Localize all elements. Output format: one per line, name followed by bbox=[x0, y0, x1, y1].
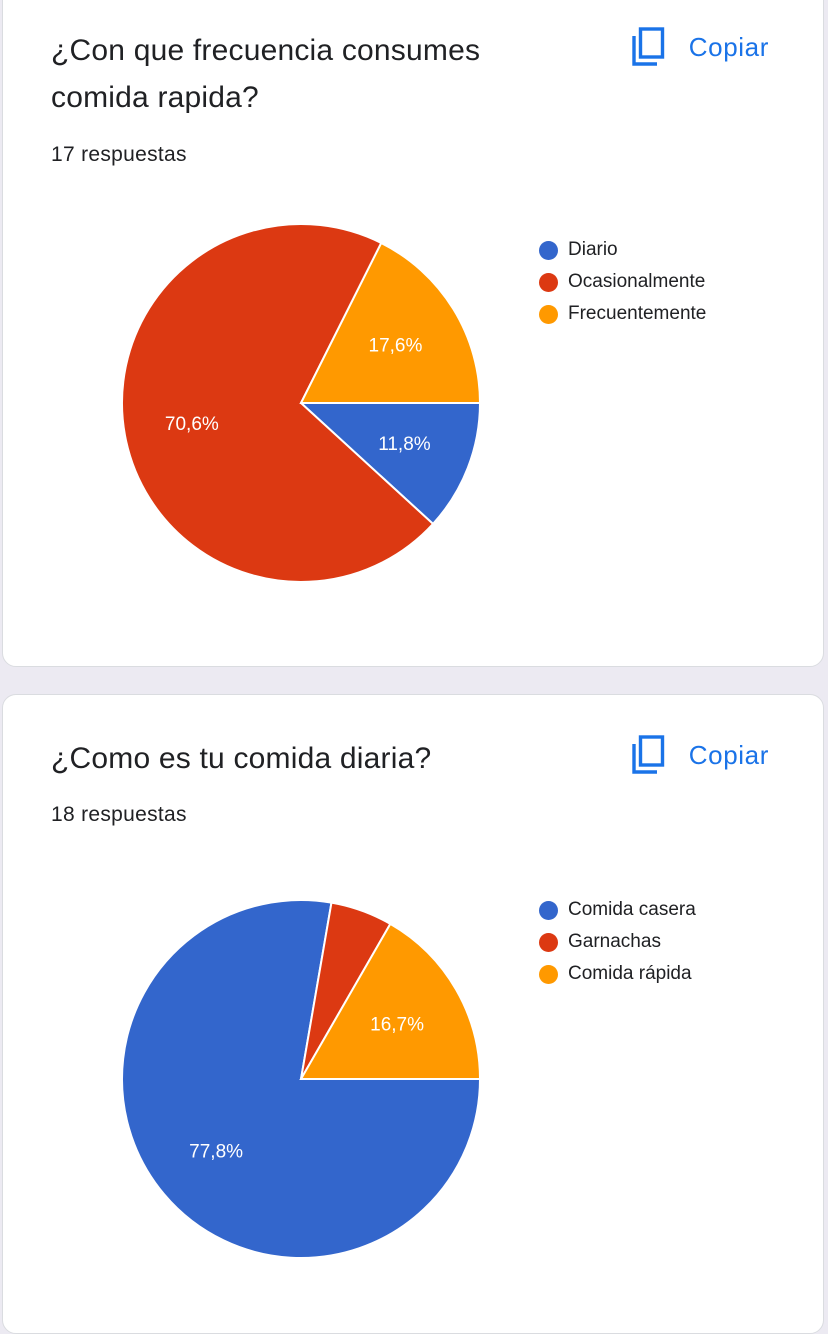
legend-dot bbox=[539, 964, 558, 984]
copy-button-label: Copiar bbox=[688, 739, 769, 770]
legend-item-comida-casera[interactable]: Comida casera bbox=[539, 894, 696, 926]
copy-icon bbox=[632, 735, 664, 774]
response-count: 18 respuestas bbox=[51, 803, 187, 826]
pie-slice-diario[interactable] bbox=[298, 402, 482, 526]
pie-chart: 11,8% 70,6% 17,6% bbox=[121, 223, 482, 583]
legend-label: Diario bbox=[568, 239, 618, 260]
pie-slice-comida-casera[interactable] bbox=[121, 899, 482, 1259]
question-title: ¿Con que frecuencia consumes comida rapi… bbox=[51, 27, 480, 121]
copy-button-label: Copiar bbox=[688, 31, 769, 62]
pie-chart: 77,8% 16,7% bbox=[121, 899, 482, 1259]
legend-item-ocasionalmente[interactable]: Ocasionalmente bbox=[539, 266, 706, 298]
pie-slice-label: 77,8% bbox=[189, 1141, 243, 1162]
copy-icon bbox=[632, 27, 664, 66]
copy-button[interactable]: Copiar bbox=[631, 735, 769, 775]
question-card-frecuencia: ¿Con que frecuencia consumes comida rapi… bbox=[2, 0, 824, 667]
legend-dot bbox=[539, 932, 558, 952]
pie-slice-label: 70,6% bbox=[165, 414, 219, 435]
pie-slice-label: 16,7% bbox=[370, 1014, 424, 1035]
legend-label: Comida rápida bbox=[568, 963, 692, 984]
pie-slice-comida-r-pida[interactable] bbox=[299, 922, 482, 1080]
legend-label: Comida casera bbox=[568, 899, 696, 920]
pie-slice-ocasionalmente[interactable] bbox=[121, 223, 435, 583]
question-title-line: ¿Con que frecuencia consumes bbox=[51, 34, 481, 67]
pie-slice-frecuentemente[interactable] bbox=[299, 241, 482, 404]
legend-item-garnachas[interactable]: Garnachas bbox=[539, 926, 696, 958]
legend-dot bbox=[539, 304, 558, 324]
legend-item-frecuentemente[interactable]: Frecuentemente bbox=[539, 298, 706, 330]
pie-slice-label: 11,8% bbox=[378, 434, 431, 455]
question-card-comida-diaria: ¿Como es tu comida diaria? Copiar 18 res… bbox=[2, 694, 824, 1334]
chart-legend: Comida casera Garnachas Comida rápida bbox=[539, 894, 696, 990]
copy-button[interactable]: Copiar bbox=[631, 27, 769, 67]
legend-item-comida-rapida[interactable]: Comida rápida bbox=[539, 958, 696, 990]
legend-dot bbox=[539, 900, 558, 920]
chart-legend: Diario Ocasionalmente Frecuentemente bbox=[539, 234, 706, 330]
legend-dot bbox=[539, 272, 558, 292]
question-title: ¿Como es tu comida diaria? bbox=[51, 735, 431, 782]
legend-label: Ocasionalmente bbox=[568, 271, 706, 292]
legend-label: Garnachas bbox=[568, 931, 661, 952]
question-title-line: ¿Como es tu comida diaria? bbox=[51, 742, 432, 775]
legend-label: Frecuentemente bbox=[568, 303, 707, 324]
response-count: 17 respuestas bbox=[51, 143, 187, 166]
pie-slice-label: 17,6% bbox=[369, 336, 423, 357]
legend-dot bbox=[539, 240, 558, 260]
legend-item-diario[interactable]: Diario bbox=[539, 234, 706, 266]
question-title-line: comida rapida? bbox=[51, 81, 259, 114]
